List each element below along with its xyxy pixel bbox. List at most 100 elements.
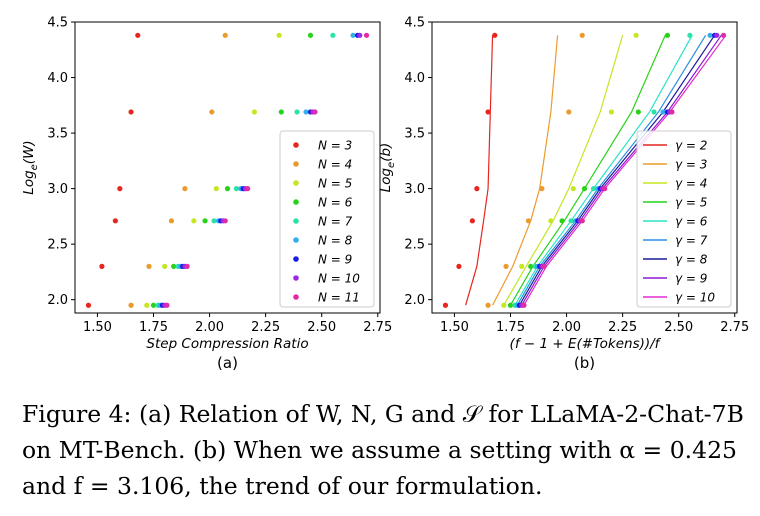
data-point — [128, 109, 134, 115]
data-point — [303, 109, 309, 115]
legend-marker — [293, 199, 299, 205]
legend-marker — [293, 161, 299, 167]
x-axis-label: (f − 1 + E(#Tokens))/f — [510, 336, 662, 352]
data-point — [602, 186, 608, 192]
series-line — [518, 34, 716, 306]
plot-frame — [74, 21, 381, 314]
data-point — [222, 218, 228, 224]
data-point — [168, 218, 175, 224]
data-point — [525, 218, 532, 224]
data-point — [202, 218, 208, 224]
legend-label: γ = 5 — [675, 196, 707, 210]
data-point — [503, 263, 509, 269]
y-tick-label: 2.5 — [47, 238, 68, 253]
legend-marker — [293, 294, 299, 300]
data-point — [150, 302, 157, 308]
legend-marker — [293, 142, 299, 148]
legend-marker — [293, 237, 299, 243]
data-point — [112, 218, 118, 224]
data-point — [171, 263, 177, 269]
data-point — [224, 186, 231, 192]
legend-marker — [293, 275, 299, 281]
x-tick-label: 1.50 — [440, 320, 469, 335]
data-point — [568, 218, 574, 224]
y-tick-label: 3.0 — [47, 182, 68, 197]
data-point — [633, 32, 639, 38]
data-point — [720, 32, 727, 38]
x-tick-label: 2.25 — [251, 320, 280, 335]
data-point — [687, 32, 693, 38]
x-tick-label: 1.75 — [496, 320, 525, 335]
y-axis-label: Loge(W) — [21, 140, 40, 194]
data-point — [184, 263, 190, 269]
panel-label: (b) — [574, 354, 595, 372]
x-tick-label: 2.25 — [608, 320, 637, 335]
data-point — [442, 302, 449, 308]
legend-label: γ = 8 — [675, 253, 708, 267]
figure-caption: Figure 4: (a) Relation of W, N, G and 𝒮 … — [22, 400, 744, 500]
data-point — [294, 109, 300, 115]
x-tick-label: 2.00 — [195, 320, 224, 335]
y-tick-label: 3.5 — [47, 127, 68, 142]
data-point — [714, 32, 720, 38]
data-point — [307, 32, 314, 38]
legend-label: N = 10 — [318, 272, 360, 286]
x-tick-label: 1.75 — [139, 320, 168, 335]
data-point — [566, 109, 572, 115]
series-line — [492, 35, 559, 306]
legend-box — [636, 130, 732, 308]
legend-marker — [293, 180, 299, 186]
legend: N = 3 N = 4 N = 5 N = 6 N = 7 N = 8 N = 9 N = 1… — [279, 130, 375, 308]
data-point — [608, 109, 615, 115]
data-point — [117, 186, 123, 192]
data-point — [669, 109, 675, 115]
legend-label: γ = 7 — [675, 234, 708, 248]
data-point — [485, 109, 491, 115]
series-line — [514, 35, 693, 306]
data-point — [99, 263, 105, 269]
y-tick-label: 4.5 — [47, 16, 68, 31]
data-point — [164, 302, 170, 308]
legend-label: N = 8 — [318, 234, 353, 248]
data-point — [541, 263, 547, 269]
y-tick-label: 3.5 — [404, 127, 425, 142]
series-line — [465, 35, 494, 306]
data-point — [581, 186, 588, 192]
data-point — [276, 32, 282, 38]
y-tick-label: 4.0 — [404, 71, 425, 86]
data-point — [590, 186, 597, 192]
data-point — [251, 109, 258, 115]
y-tick-label: 3.0 — [404, 182, 425, 197]
data-point — [209, 109, 215, 115]
legend-label: γ = 4 — [675, 177, 707, 191]
legend-label: γ = 10 — [675, 291, 715, 305]
x-tick-label: 2.00 — [552, 320, 581, 335]
data-point — [278, 109, 284, 115]
series-line — [521, 34, 722, 306]
x-tick-label: 2.75 — [720, 320, 749, 335]
data-point — [664, 32, 671, 38]
data-point — [660, 109, 666, 115]
data-point — [363, 32, 370, 38]
data-point — [182, 186, 188, 192]
data-point — [521, 302, 527, 308]
data-point — [519, 263, 525, 269]
data-point — [707, 32, 713, 38]
data-point — [233, 186, 240, 192]
legend-label: N = 9 — [318, 253, 352, 267]
data-point — [312, 109, 318, 115]
data-point — [548, 218, 554, 224]
data-point — [539, 186, 545, 192]
data-point — [350, 32, 356, 38]
y-tick-label: 2.0 — [404, 293, 425, 308]
data-point — [528, 263, 534, 269]
data-point — [635, 109, 641, 115]
legend-label: N = 5 — [318, 177, 352, 191]
x-tick-label: 2.75 — [363, 320, 392, 335]
x-tick-label: 2.50 — [307, 320, 336, 335]
legend-label: N = 6 — [318, 196, 353, 210]
y-tick-label: 4.0 — [47, 71, 68, 86]
data-point — [579, 218, 585, 224]
data-point — [570, 186, 576, 192]
x-axis-label: Step Compression Ratio — [146, 336, 308, 352]
